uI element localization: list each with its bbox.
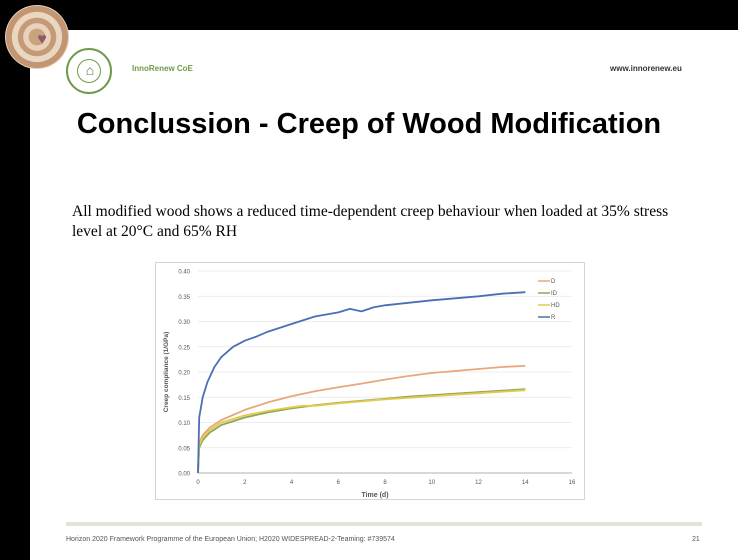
y-axis-label: Creep compliance (1/GPa) <box>163 332 170 413</box>
legend-label-d: D <box>551 279 556 285</box>
house-icon: ⌂ <box>85 62 95 78</box>
series-line-r <box>197 291 526 474</box>
series-line-d <box>197 365 526 474</box>
footer-text: Horizon 2020 Framework Programme of the … <box>66 536 395 543</box>
y-tick-label: 0.35 <box>178 295 190 301</box>
x-tick-label: 0 <box>196 480 200 486</box>
legend-label-id: ID <box>551 291 558 297</box>
innorenew-logo: ⌂ <box>66 48 112 94</box>
page-number: 21 <box>692 536 700 543</box>
x-tick-label: 12 <box>475 480 482 486</box>
y-tick-label: 0.40 <box>178 270 190 276</box>
y-tick-label: 0.15 <box>178 396 190 402</box>
x-tick-label: 16 <box>569 480 576 486</box>
y-tick-label: 0.30 <box>178 320 190 326</box>
website-link[interactable]: www.innorenew.eu <box>610 64 682 73</box>
x-tick-label: 6 <box>337 480 341 486</box>
creep-chart: 0.00 0.05 0.10 0.15 0.20 0.25 0.30 0.35 0.40 0 2 4 6… <box>155 262 585 500</box>
x-tick-label: 8 <box>383 480 387 486</box>
logo-inner-ring <box>77 59 101 83</box>
y-tick-label: 0.10 <box>178 421 190 427</box>
y-tick-label: 0.00 <box>178 472 190 478</box>
x-tick-label: 2 <box>243 480 247 486</box>
x-axis-label: Time (d) <box>361 492 388 499</box>
x-tick-label: 10 <box>428 480 435 486</box>
wood-ring-badge: ♥ <box>5 5 69 69</box>
x-tick-label: 14 <box>522 480 529 486</box>
footer-divider <box>66 522 702 526</box>
chart-svg: 0.00 0.05 0.10 0.15 0.20 0.25 0.30 0.35 0.40 0 2 4 6… <box>163 270 576 500</box>
x-tick-label: 4 <box>290 480 294 486</box>
legend-label-hd: HD <box>551 303 560 309</box>
y-tick-label: 0.05 <box>178 446 190 452</box>
org-name: InnoRenew CoE <box>132 64 193 73</box>
y-tick-label: 0.25 <box>178 345 190 351</box>
legend-label-r: R <box>551 315 556 321</box>
series-line-hd <box>197 389 526 474</box>
heart-icon: ♥ <box>37 31 47 48</box>
body-text: All modified wood shows a reduced time-d… <box>72 203 669 240</box>
slide-title: Conclussion - Creep of Wood Modification <box>76 108 662 140</box>
y-tick-label: 0.20 <box>178 371 190 377</box>
